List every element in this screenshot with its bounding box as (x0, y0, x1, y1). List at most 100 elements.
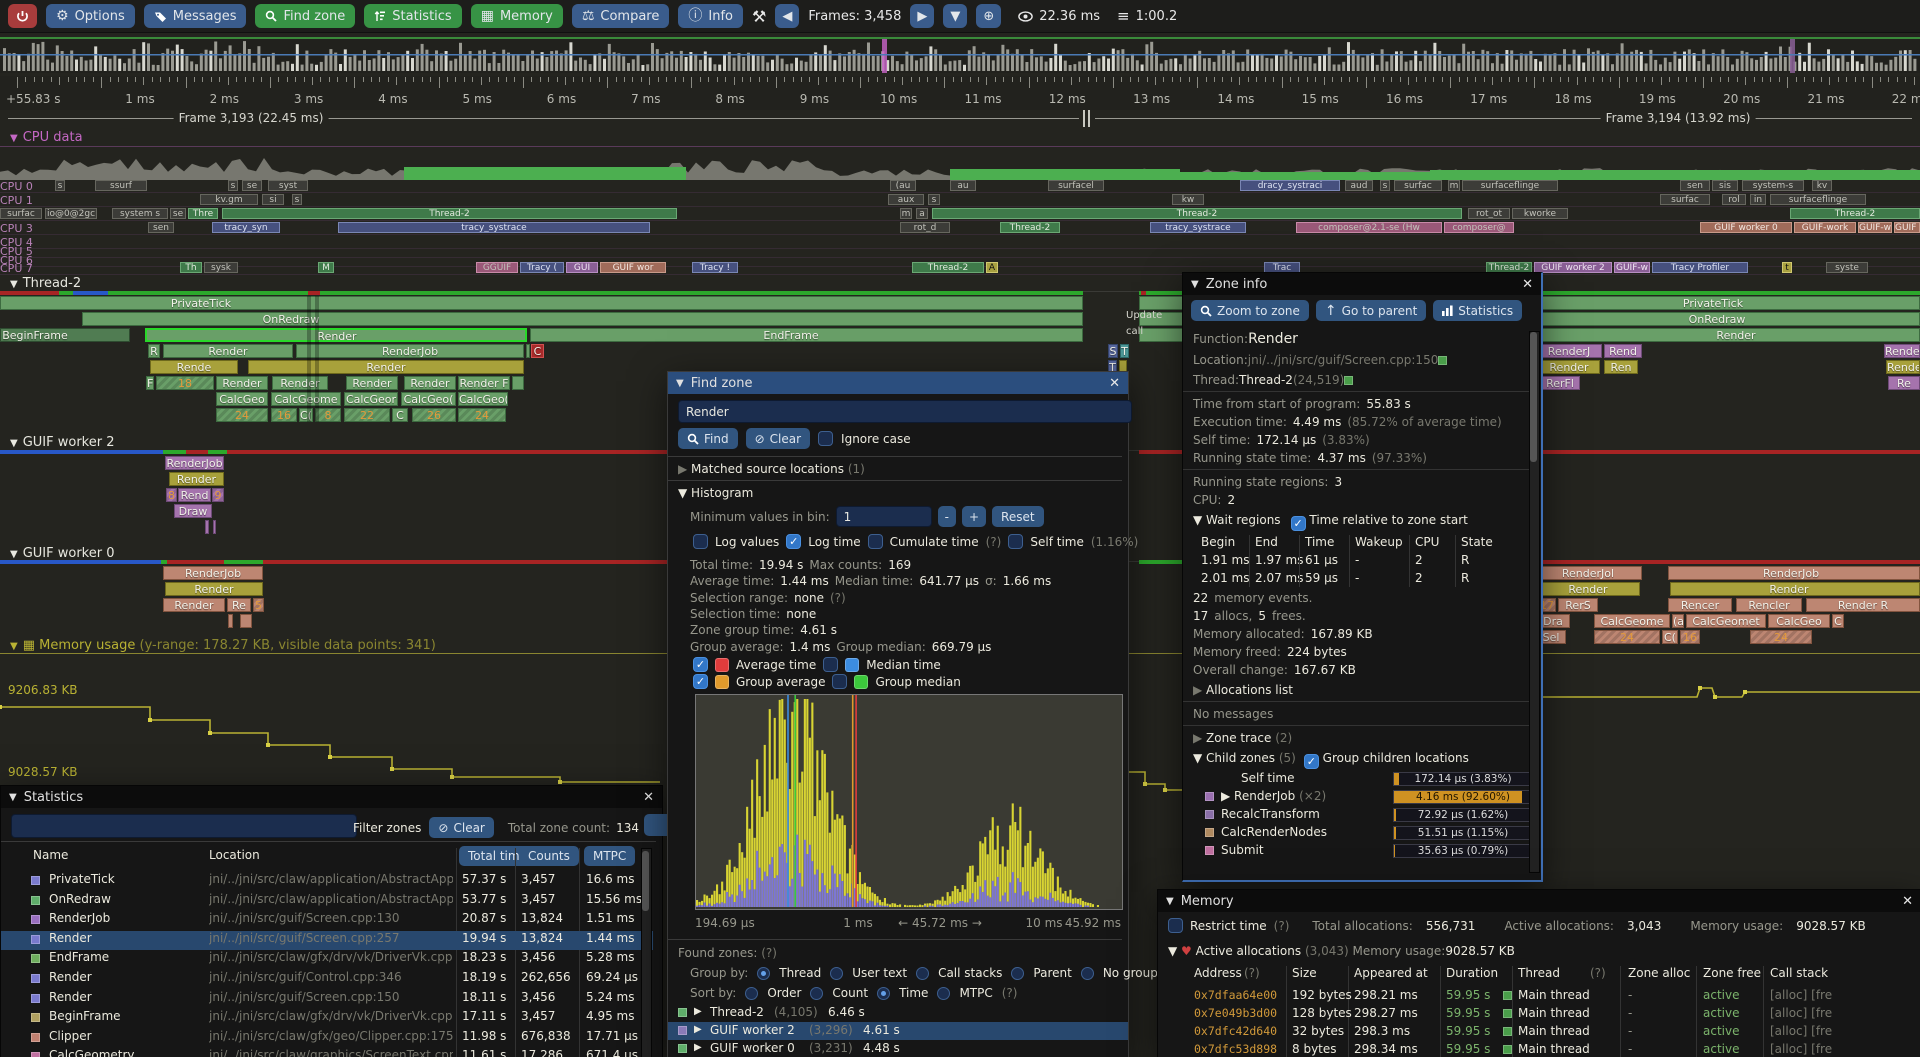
statistics-button[interactable]: Statistics (1433, 300, 1523, 321)
restrict-time-checkbox[interactable] (1168, 918, 1183, 933)
timeline-zone[interactable]: C (392, 408, 408, 422)
cpu-zone[interactable]: m (1448, 180, 1460, 191)
call-stack-links[interactable]: [alloc] [fre (1770, 1042, 1833, 1056)
cpu-zone[interactable]: aud (1345, 180, 1373, 191)
timeline-zone[interactable]: CalcGeo( (401, 392, 456, 406)
cpu-zone[interactable]: composer@2.1-se (Hw (1296, 222, 1442, 233)
timeline-zone[interactable]: CalcGeo (1768, 614, 1830, 628)
cpu-zone[interactable]: GUIF worker 2 (1534, 262, 1612, 273)
mem-row[interactable]: 0x7e049b3d00 128 bytes 298.27 ms 59.95 s Mai… (1158, 1006, 1920, 1023)
compare-button[interactable]: ⚖ Compare (571, 4, 670, 28)
timeline-zone[interactable]: CalcGeome (1594, 614, 1670, 628)
cpu-zone[interactable]: surfac (0, 208, 42, 219)
timeline-zone[interactable]: OnRedraw (82, 312, 1083, 326)
timeline-zone[interactable]: Rencer (1668, 598, 1732, 612)
group-children-checkbox[interactable]: ✓ (1303, 754, 1319, 769)
cumulate-time-checkbox[interactable] (867, 534, 883, 549)
timeline-zone[interactable]: 24 (216, 408, 268, 422)
timeline-zone[interactable]: Rencler (1736, 598, 1802, 612)
timeline-zone[interactable]: RenderJob (165, 456, 224, 470)
cpu-zone[interactable]: composer@ (1444, 222, 1514, 233)
group-radio-thread[interactable] (757, 966, 771, 980)
timeline-zone[interactable]: 24 (1594, 630, 1660, 644)
cpu-zone[interactable]: ssurf (95, 180, 147, 191)
cpu-zone[interactable]: si (262, 194, 284, 205)
timeline-zone[interactable]: RerFl (1540, 376, 1580, 390)
cpu-zone[interactable]: Tracy ( (520, 262, 564, 273)
timeline-zone[interactable]: EndFrame (530, 328, 1083, 342)
statistics-titlebar[interactable]: ▼ Statistics ✕ (1, 786, 662, 808)
timeline-zone[interactable]: 8 (315, 408, 341, 422)
cpu-zone[interactable]: GUIF-work (1794, 222, 1856, 233)
timeline-zone[interactable]: Re (227, 598, 251, 612)
cpu-zone[interactable]: s (928, 194, 940, 205)
zoom-to-zone-button[interactable]: Zoom to zone (1191, 300, 1309, 321)
cpu-zone[interactable]: (au (890, 180, 916, 191)
legend-checkbox[interactable] (823, 657, 839, 672)
timeline-zone[interactable] (240, 614, 252, 628)
timeline-zone[interactable]: 18 (156, 376, 214, 390)
cpu-zone[interactable]: GUIF-w (1614, 262, 1650, 273)
timeline-zone[interactable]: Render (163, 598, 225, 612)
find-zone-button[interactable]: Find zone (255, 4, 356, 28)
call-stack-links[interactable]: [alloc] [fre (1770, 1006, 1833, 1020)
cpu-zone[interactable]: GUI (566, 262, 598, 273)
collapse-icon[interactable]: ▼ (676, 377, 684, 389)
found-zone-row[interactable]: ▶ GUIF worker 0 (3,231) 4.48 s (668, 1040, 1128, 1057)
legend-checkbox[interactable] (832, 674, 848, 689)
sort-radio-time[interactable] (877, 986, 891, 1000)
timeline-zone[interactable]: CalcGeo( (458, 392, 508, 406)
timeline-zone[interactable]: Render (163, 344, 293, 358)
cpu-zone[interactable]: GUIF wor (600, 262, 666, 273)
timeline-zone[interactable]: Render (404, 376, 456, 390)
call-stack-links[interactable]: [alloc] [fre (1770, 1024, 1833, 1038)
cpu-zone[interactable]: Thread-2 (932, 208, 1462, 219)
legend-checkbox[interactable]: ✓ (693, 674, 708, 689)
child-zone-row[interactable]: Self time 172.14 µs (3.83%) (1183, 771, 1541, 787)
cpu-zone[interactable]: s (55, 180, 65, 191)
matched-locations[interactable]: ▶ Matched source locations (1) (678, 462, 865, 476)
cpu-zone[interactable]: kv.gm (200, 194, 258, 205)
messages-button[interactable]: Messages (143, 4, 247, 28)
timeline-zone[interactable]: C (1832, 614, 1844, 628)
cpu-zone[interactable]: Thread-2 (1790, 208, 1920, 219)
timeline-zone[interactable]: Re (1888, 376, 1920, 390)
cpu-zone[interactable]: A (986, 262, 998, 273)
sort-mtpc-button[interactable]: MTPC (584, 846, 636, 866)
found-zone-row[interactable]: ▶ GUIF worker 2 (3,296) 4.61 s (668, 1022, 1128, 1040)
timeline-zone[interactable]: CalcGeo (216, 392, 268, 406)
child-zone-row[interactable]: ▶ RenderJob (×2) 4.16 ms (92.60%) (1183, 789, 1541, 805)
cpu-zone[interactable]: rot_d (900, 222, 950, 233)
table-row[interactable]: EndFrame jni/../jni/src/claw/gfx/drv/vk/D… (1, 950, 653, 969)
cpu-zone[interactable]: tracy_syn (212, 222, 280, 233)
next-frame-button[interactable]: ▶ (910, 4, 935, 28)
cpu-zone[interactable]: sen (148, 222, 174, 233)
table-row[interactable]: RenderJob jni/../jni/src/guif/Screen.cpp:… (1, 911, 653, 930)
cpu-zone[interactable]: M (318, 262, 334, 273)
timeline-zone[interactable]: PrivateTick (0, 296, 1083, 310)
cpu-zone[interactable]: sen (1680, 180, 1710, 191)
cpu-zone[interactable]: tracy_systrace (338, 222, 650, 233)
sort-radio-order[interactable] (745, 986, 759, 1000)
cpu-zone[interactable]: m (900, 208, 912, 219)
timeline-zone[interactable]: RenderJc (1884, 344, 1920, 358)
timeline-zone[interactable]: Render F (458, 376, 510, 390)
cpu-zone[interactable]: GUIF-w (1858, 222, 1892, 233)
time-relative-checkbox[interactable]: ✓ (1290, 516, 1306, 531)
frame-labels[interactable]: Frame 3,193 (22.45 ms) Frame 3,194 (13.92… (0, 110, 1920, 127)
reset-button[interactable]: Reset (992, 506, 1044, 527)
sort-radio-count[interactable] (810, 986, 824, 1000)
timeline-zone[interactable]: CalcGeome (271, 392, 341, 406)
table-row[interactable]: Render jni/../jni/src/guif/Screen.cpp:257… (1, 930, 653, 950)
cpu-zone[interactable]: tracy_systrace (1150, 222, 1246, 233)
timeline-zone[interactable]: Dra (1536, 614, 1570, 628)
cpu-zone[interactable]: Thread-2 (912, 262, 984, 273)
collapse-icon[interactable]: ▼ (1191, 278, 1199, 290)
timeline-zone[interactable]: F (146, 376, 154, 390)
cpu-zone[interactable]: se (170, 208, 186, 219)
cpu-zone[interactable]: sysk (204, 262, 238, 273)
table-row[interactable]: Render jni/../jni/src/guif/Screen.cpp:150… (1, 990, 653, 1009)
table-row[interactable]: Render jni/../jni/src/guif/Control.cpp:34… (1, 970, 653, 989)
table-row[interactable]: OnRedraw jni/../jni/src/claw/application/… (1, 892, 653, 911)
timeline-zone[interactable]: S (1108, 344, 1118, 358)
